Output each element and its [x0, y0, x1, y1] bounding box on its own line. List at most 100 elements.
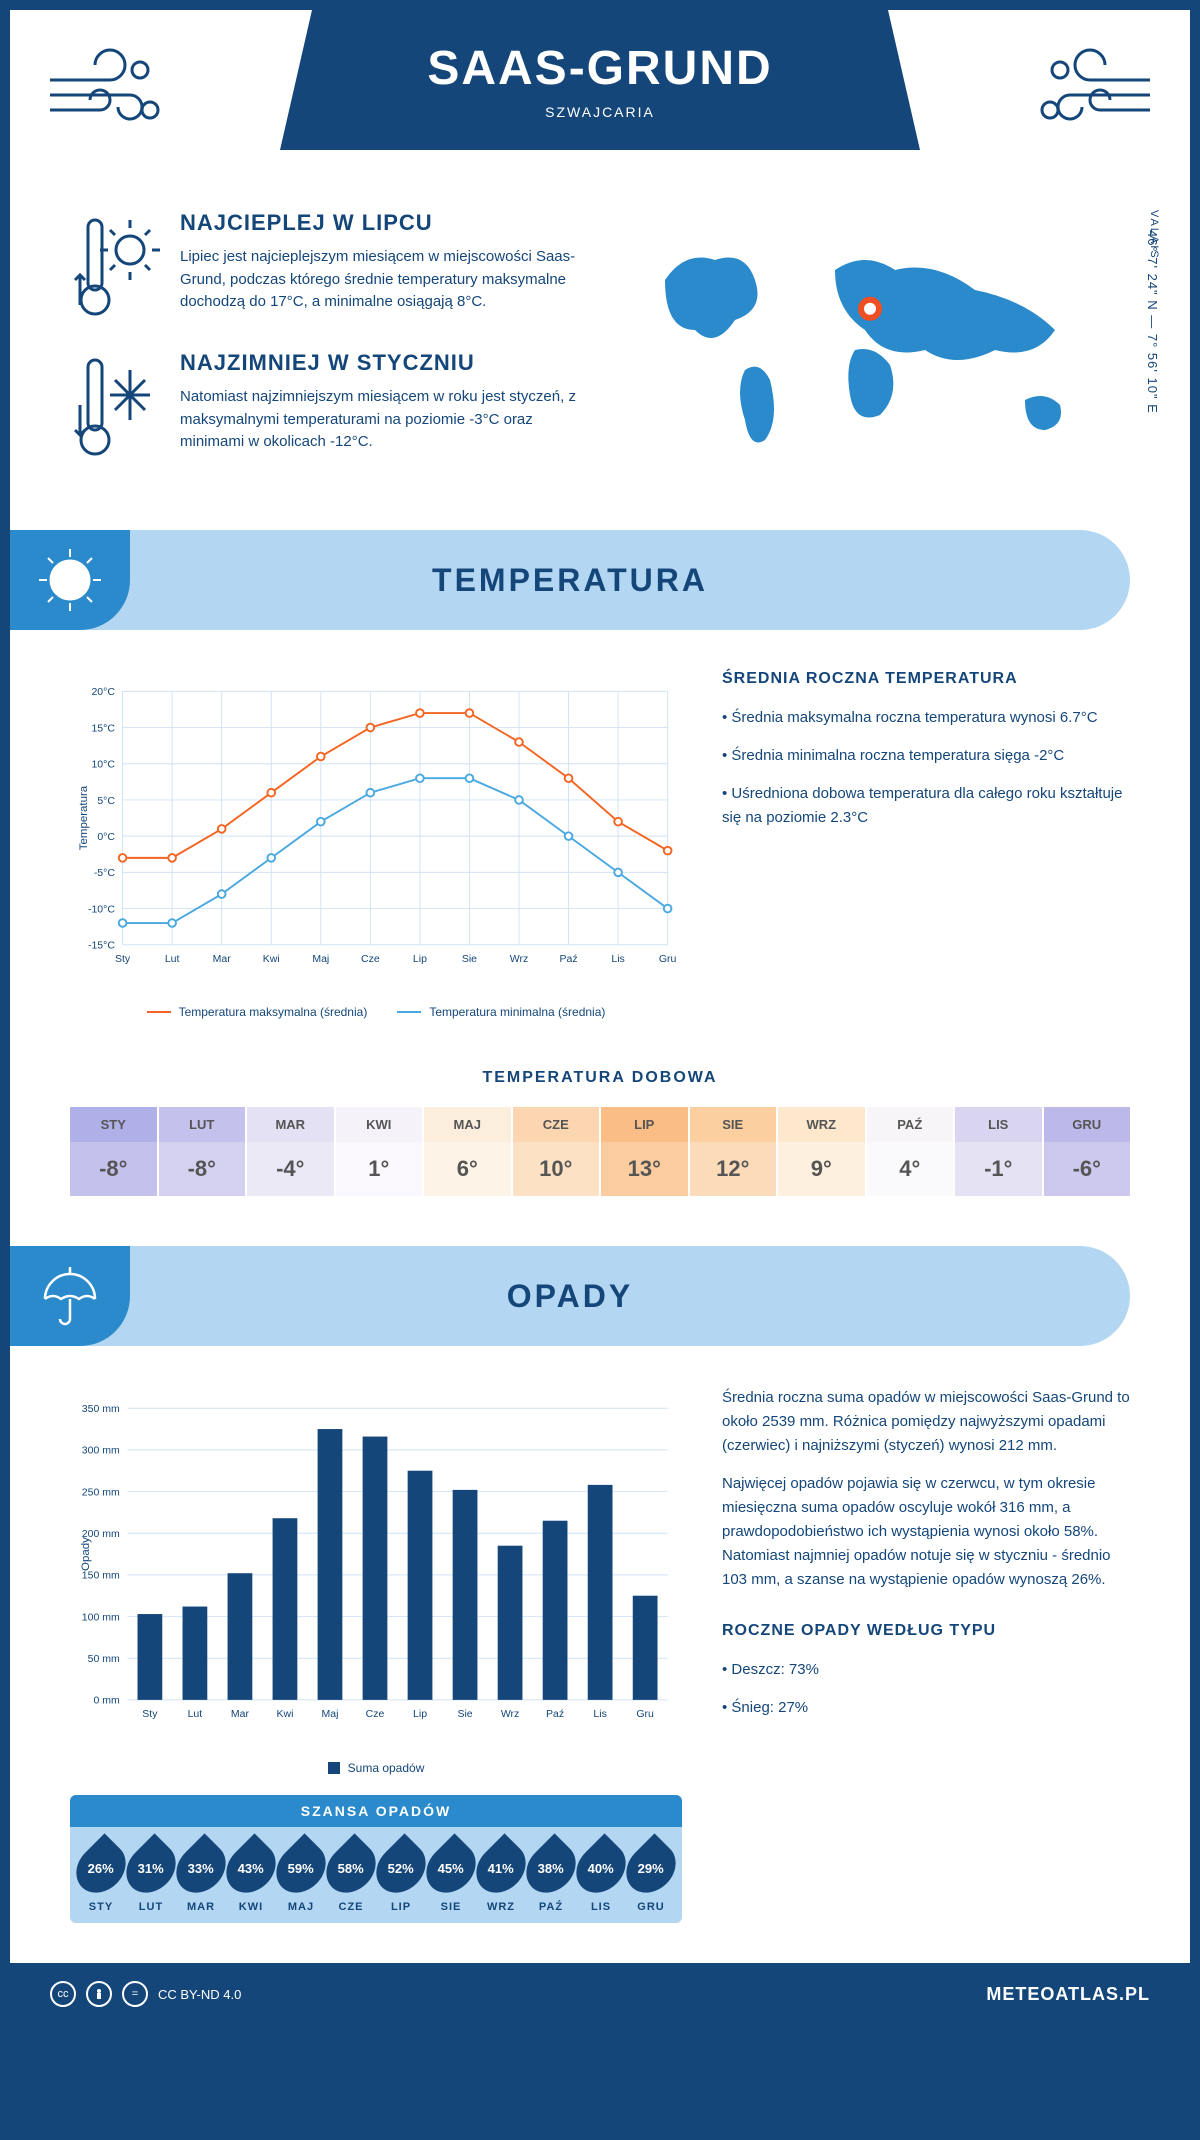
rain-drop: 59%MAJ	[278, 1841, 324, 1913]
svg-text:Sie: Sie	[457, 1708, 472, 1720]
svg-text:Lut: Lut	[188, 1708, 203, 1720]
svg-text:Temperatura: Temperatura	[78, 785, 90, 850]
temperature-line-chart: -15°C-10°C-5°C0°C5°C10°C15°C20°CStyLutMa…	[70, 670, 682, 1019]
temperature-title: TEMPERATURA	[432, 562, 708, 599]
rain-drop: 26%STY	[78, 1841, 124, 1913]
svg-text:Mar: Mar	[213, 953, 232, 965]
rain-drops-grid: 26%STY31%LUT33%MAR43%KWI59%MAJ58%CZE52%L…	[70, 1827, 682, 1923]
rain-drop: 38%PAŹ	[528, 1841, 574, 1913]
rain-chance-title: SZANSA OPADÓW	[70, 1795, 682, 1827]
world-map-box: VALAIS 46° 7' 24" N — 7° 56' 10" E	[620, 210, 1130, 490]
daily-temp-month: CZE10°	[513, 1107, 600, 1196]
svg-text:250 mm: 250 mm	[82, 1486, 120, 1498]
coldest-fact: NAJZIMNIEJ W STYCZNIU Natomiast najzimni…	[70, 350, 580, 460]
temp-bullet: • Średnia maksymalna roczna temperatura …	[722, 706, 1130, 730]
precip-summary: Średnia roczna suma opadów w miejscowośc…	[722, 1386, 1130, 1923]
legend-max-label: Temperatura maksymalna (średnia)	[179, 1005, 368, 1019]
rain-chance-panel: SZANSA OPADÓW 26%STY31%LUT33%MAR43%KWI59…	[70, 1795, 682, 1923]
thermometer-cold-icon	[70, 350, 160, 460]
nd-icon: =	[122, 1981, 148, 2007]
legend-precip: Suma opadów	[328, 1761, 425, 1775]
coldest-text: NAJZIMNIEJ W STYCZNIU Natomiast najzimni…	[180, 350, 580, 460]
legend-min-label: Temperatura minimalna (średnia)	[429, 1005, 605, 1019]
legend-max: Temperatura maksymalna (średnia)	[147, 1005, 368, 1019]
svg-text:Cze: Cze	[366, 1708, 385, 1720]
svg-text:0 mm: 0 mm	[93, 1695, 120, 1707]
daily-temp-month: KWI1°	[336, 1107, 423, 1196]
temperature-chart-row: -15°C-10°C-5°C0°C5°C10°C15°C20°CStyLutMa…	[10, 630, 1190, 1059]
wind-icon-left	[40, 40, 180, 140]
svg-text:-5°C: -5°C	[94, 867, 116, 879]
svg-text:Lis: Lis	[611, 953, 624, 965]
precip-section-header: OPADY	[10, 1246, 1130, 1346]
temp-legend: Temperatura maksymalna (średnia) Tempera…	[70, 1005, 682, 1019]
map-marker	[861, 300, 879, 318]
rain-drop: 40%LIS	[578, 1841, 624, 1913]
svg-text:100 mm: 100 mm	[82, 1611, 120, 1623]
rain-drop: 43%KWI	[228, 1841, 274, 1913]
title-banner: SAAS-GRUND SZWAJCARIA	[280, 10, 920, 150]
daily-temp-month: LIS-1°	[955, 1107, 1042, 1196]
coordinates: 46° 7' 24" N — 7° 56' 10" E	[1145, 230, 1160, 414]
daily-temp-month: SIE12°	[690, 1107, 777, 1196]
svg-text:Paź: Paź	[560, 953, 578, 965]
svg-text:15°C: 15°C	[91, 722, 115, 734]
cc-icon: cc	[50, 1981, 76, 2007]
svg-text:-10°C: -10°C	[88, 903, 115, 915]
svg-text:Paź: Paź	[546, 1708, 564, 1720]
rain-drop: 45%SIE	[428, 1841, 474, 1913]
svg-text:50 mm: 50 mm	[88, 1653, 120, 1665]
svg-text:Mar: Mar	[231, 1708, 250, 1720]
precip-para1: Średnia roczna suma opadów w miejscowośc…	[722, 1386, 1130, 1458]
svg-text:Kwi: Kwi	[276, 1708, 293, 1720]
hottest-fact: NAJCIEPLEJ W LIPCU Lipiec jest najcieple…	[70, 210, 580, 320]
svg-text:5°C: 5°C	[97, 795, 115, 807]
rain-drop: 52%LIP	[378, 1841, 424, 1913]
rain-drop: 33%MAR	[178, 1841, 224, 1913]
daily-temp-month: PAŹ4°	[867, 1107, 954, 1196]
country-name: SZWAJCARIA	[545, 104, 655, 120]
svg-text:300 mm: 300 mm	[82, 1445, 120, 1457]
svg-text:Wrz: Wrz	[510, 953, 528, 965]
svg-text:Sty: Sty	[142, 1708, 158, 1720]
by-icon	[86, 1981, 112, 2007]
legend-precip-label: Suma opadów	[348, 1761, 425, 1775]
rain-drop: 29%GRU	[628, 1841, 674, 1913]
daily-temp-grid: STY-8°LUT-8°MAR-4°KWI1°MAJ6°CZE10°LIP13°…	[70, 1107, 1130, 1196]
hottest-desc: Lipiec jest najcieplejszym miesiącem w m…	[180, 246, 580, 314]
svg-text:Gru: Gru	[659, 953, 677, 965]
rain-drop: 58%CZE	[328, 1841, 374, 1913]
precip-type-bullet: • Śnieg: 27%	[722, 1696, 1130, 1720]
svg-text:Cze: Cze	[361, 953, 380, 965]
city-name: SAAS-GRUND	[427, 41, 772, 96]
svg-text:20°C: 20°C	[91, 686, 115, 698]
daily-temp-month: WRZ9°	[778, 1107, 865, 1196]
daily-temp-month: MAR-4°	[247, 1107, 334, 1196]
temperature-summary: ŚREDNIA ROCZNA TEMPERATURA • Średnia mak…	[722, 670, 1130, 1019]
coldest-title: NAJZIMNIEJ W STYCZNIU	[180, 350, 580, 376]
daily-temp-month: STY-8°	[70, 1107, 157, 1196]
svg-text:Opady: Opady	[80, 1537, 92, 1571]
svg-text:Gru: Gru	[636, 1708, 654, 1720]
footer-license: cc = CC BY-ND 4.0	[50, 1981, 241, 2007]
svg-text:Lip: Lip	[413, 953, 427, 965]
svg-text:Maj: Maj	[322, 1708, 339, 1720]
svg-text:Lut: Lut	[165, 953, 180, 965]
precip-bar-chart: 0 mm50 mm100 mm150 mm200 mm250 mm300 mm3…	[70, 1386, 682, 1923]
temp-bullet: • Uśredniona dobowa temperatura dla całe…	[722, 782, 1130, 830]
daily-temp-month: LUT-8°	[159, 1107, 246, 1196]
svg-text:10°C: 10°C	[91, 759, 115, 771]
svg-text:Sty: Sty	[115, 953, 131, 965]
license-text: CC BY-ND 4.0	[158, 1987, 241, 2002]
precip-title: OPADY	[507, 1278, 633, 1315]
daily-temp-title: TEMPERATURA DOBOWA	[10, 1069, 1190, 1087]
svg-text:Lis: Lis	[593, 1708, 606, 1720]
footer: cc = CC BY-ND 4.0 METEOATLAS.PL	[10, 1963, 1190, 2025]
precip-legend: Suma opadów	[70, 1761, 682, 1775]
svg-text:Lip: Lip	[413, 1708, 427, 1720]
temp-bullet: • Średnia minimalna roczna temperatura s…	[722, 744, 1130, 768]
rain-drop: 31%LUT	[128, 1841, 174, 1913]
infographic-page: SAAS-GRUND SZWAJCARIA	[0, 0, 1200, 2035]
world-map	[620, 210, 1130, 470]
precip-type-bullet: • Deszcz: 73%	[722, 1658, 1130, 1682]
